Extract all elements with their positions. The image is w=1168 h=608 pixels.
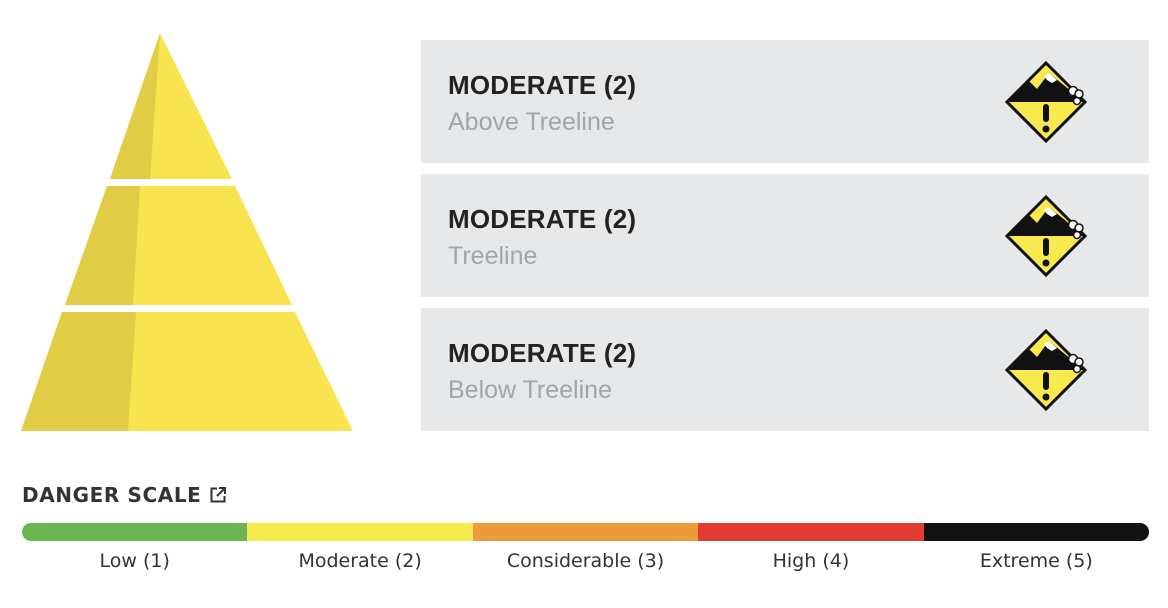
moderate-danger-icon [1005,329,1087,411]
scale-segment-extreme [923,523,1149,541]
rating-title: MODERATE (2) [448,70,637,100]
scale-label-low: Low (1) [99,550,170,572]
rating-title: MODERATE (2) [448,338,637,368]
external-link-icon[interactable] [209,486,227,504]
danger-pyramid [21,33,353,431]
scale-label-high: High (4) [772,550,850,572]
scale-label-considerable: Considerable (3) [506,550,665,572]
danger-scale-labels: Low (1) Moderate (2) Considerable (3) Hi… [22,550,1149,572]
elevation-label: Above Treeline [448,108,615,136]
danger-scale-bar [22,523,1149,541]
rating-title: MODERATE (2) [448,204,637,234]
scale-label-moderate: Moderate (2) [298,550,422,572]
scale-segment-high [698,523,924,541]
scale-segment-low [22,523,248,541]
elevation-label: Treeline [448,242,538,270]
rating-row-above-treeline: MODERATE (2) Above Treeline [421,40,1149,163]
moderate-danger-icon [1005,61,1087,143]
moderate-danger-icon [1005,195,1087,277]
scale-segment-moderate [247,523,473,541]
scale-label-extreme: Extreme (5) [979,550,1093,572]
scale-segment-considerable [472,523,699,541]
danger-scale-heading[interactable]: DANGER SCALE [22,483,227,507]
rating-row-treeline: MODERATE (2) Treeline [421,174,1149,297]
rating-row-below-treeline: MODERATE (2) Below Treeline [421,308,1149,431]
danger-scale-title[interactable]: DANGER SCALE [22,483,202,507]
elevation-label: Below Treeline [448,376,612,404]
